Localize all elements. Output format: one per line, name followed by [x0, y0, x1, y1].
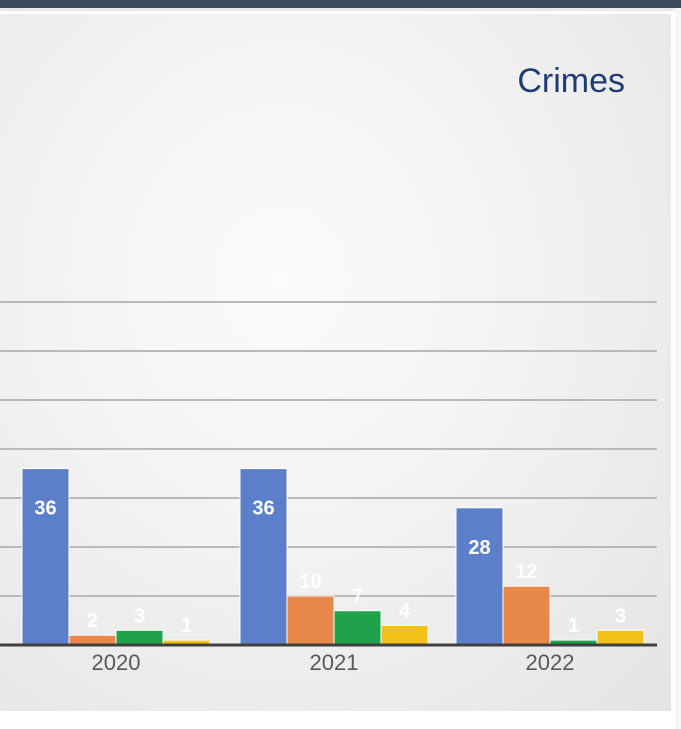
x-tick-label: 2020	[92, 650, 141, 675]
chart-title: Crimes	[517, 62, 625, 100]
data-label: 12	[515, 561, 537, 583]
bar	[333, 610, 382, 646]
data-label: 28	[468, 537, 490, 559]
chart-panel	[0, 14, 671, 711]
x-tick-label: 2022	[526, 650, 575, 675]
bar	[286, 595, 335, 646]
page-edge	[675, 8, 681, 729]
bar	[596, 629, 645, 646]
bar	[455, 507, 504, 646]
data-label: 3	[134, 605, 145, 627]
bar	[502, 585, 551, 646]
data-label: 7	[352, 586, 363, 608]
data-label: 1	[568, 615, 579, 637]
bar	[21, 468, 70, 646]
header-bar	[0, 0, 681, 8]
bar	[115, 629, 164, 646]
header-rule	[0, 8, 681, 11]
data-label: 36	[252, 498, 274, 520]
bar	[380, 624, 429, 646]
data-label: 10	[299, 571, 321, 593]
x-tick-label: 2021	[310, 650, 359, 675]
data-label: 3	[615, 605, 626, 627]
data-label: 2	[87, 610, 98, 632]
data-label: 4	[399, 600, 411, 622]
bar	[239, 468, 288, 646]
data-label: 1	[181, 615, 192, 637]
data-label: 36	[34, 498, 56, 520]
